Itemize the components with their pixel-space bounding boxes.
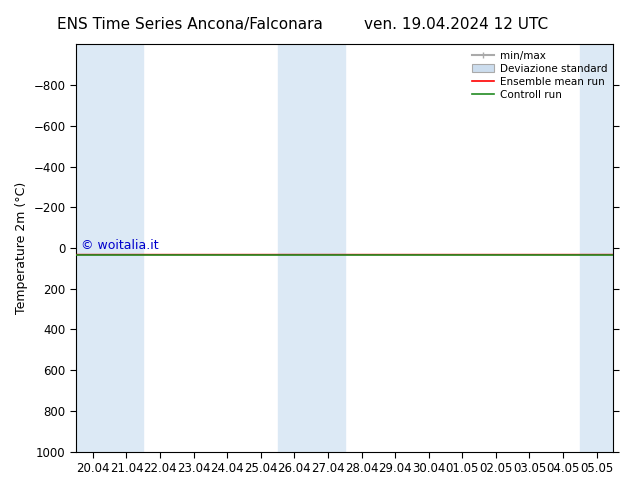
Bar — [311, 45, 345, 452]
Bar — [76, 45, 110, 452]
Legend: min/max, Deviazione standard, Ensemble mean run, Controll run: min/max, Deviazione standard, Ensemble m… — [467, 47, 611, 104]
Text: © woitalia.it: © woitalia.it — [82, 240, 159, 252]
Text: ven. 19.04.2024 12 UTC: ven. 19.04.2024 12 UTC — [365, 17, 548, 32]
Y-axis label: Temperature 2m (°C): Temperature 2m (°C) — [15, 182, 28, 314]
Text: ENS Time Series Ancona/Falconara: ENS Time Series Ancona/Falconara — [57, 17, 323, 32]
Bar — [580, 45, 614, 452]
Bar — [278, 45, 311, 452]
Bar — [110, 45, 143, 452]
